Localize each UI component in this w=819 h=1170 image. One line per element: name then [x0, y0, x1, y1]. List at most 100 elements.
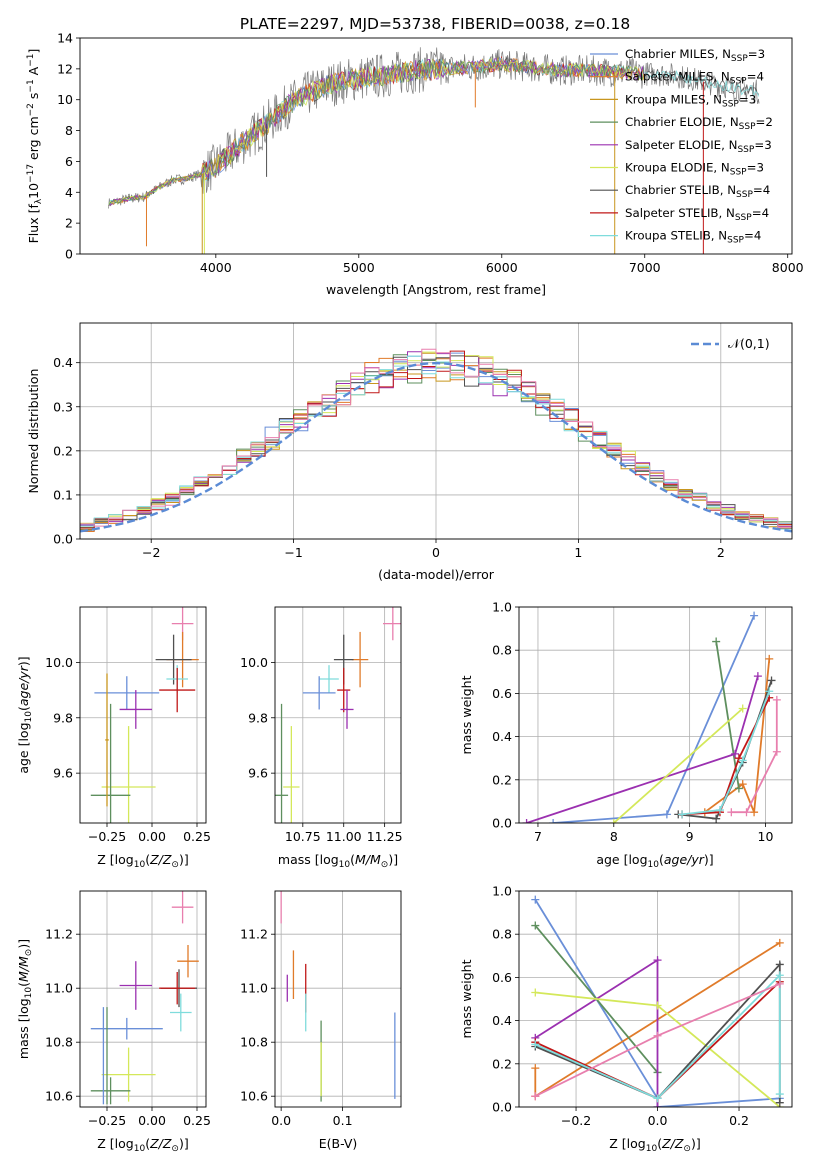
- weight-series-line: [613, 707, 744, 823]
- label-segment: (: [16, 706, 31, 711]
- weight-point-marker: [767, 676, 776, 685]
- label-segment: Z [log: [609, 1136, 645, 1151]
- spectrum-data-line: [108, 47, 760, 209]
- label-segment: SSP: [722, 99, 739, 109]
- axes-weight_vs_Z: −0.2 0.0 0.2 0.0 0.2 0.4 0.6 0.8 1.0 Z [log10(Z/Z…: [459, 884, 793, 1154]
- y-tick-label: 0.3: [53, 399, 73, 414]
- weight-point-marker: [738, 780, 747, 789]
- label-segment: Z/Z: [149, 852, 172, 867]
- label-segment: 10: [134, 1144, 146, 1154]
- weight-point-marker: [715, 806, 724, 815]
- y-tick-label: 1.0: [492, 884, 512, 899]
- weight-point-marker: [609, 819, 618, 823]
- axes-age_vs_Z: −0.25 0.00 0.259.69.810.0Z [log10(Z/Z⊙)]ag…: [16, 606, 211, 870]
- y-tick-label: 9.8: [248, 710, 268, 725]
- x-tick-label: 8: [610, 829, 618, 844]
- y-axis-label: Normed distribution: [26, 369, 41, 494]
- x-tick-label: 8000: [772, 260, 804, 275]
- weight-point-marker: [775, 1098, 784, 1107]
- y-tick-label: 10.0: [240, 655, 268, 670]
- x-tick-label: 0.1: [333, 1113, 353, 1128]
- label-segment: )]: [704, 852, 714, 867]
- weight-point-marker: [765, 654, 774, 663]
- legend-label: Kroupa ELODIE, NSSP=3: [625, 161, 764, 178]
- label-segment: 10: [24, 987, 34, 999]
- legend-label: 𝒩(0,1): [728, 336, 770, 351]
- weight-point-marker: [653, 1094, 662, 1103]
- label-segment: Chabrier ELODIE, N: [625, 115, 739, 129]
- label-segment: ⊙: [171, 860, 179, 870]
- weight-point-marker: [531, 921, 540, 930]
- x-tick-label: 11.00: [326, 829, 362, 844]
- label-segment: (: [350, 852, 355, 867]
- errorbar-point: [171, 891, 194, 924]
- label-segment: Salpeter MILES, N: [625, 70, 730, 84]
- x-axis-label: wavelength [Angstrom, rest frame]: [326, 282, 546, 297]
- weight-point-marker: [772, 747, 781, 756]
- label-segment: age [log: [16, 722, 31, 773]
- axes-age_vs_mass: 10.75 11.00 11.25 9.6 9.8 10.0 mass [log10(M/M…: [240, 606, 403, 870]
- weight-series-line: [704, 658, 771, 813]
- label-segment: =3: [739, 92, 756, 106]
- y-tick-label: 9.6: [53, 766, 73, 781]
- label-segment: )]: [691, 1136, 701, 1151]
- errorbar-point: [90, 1077, 131, 1105]
- weight-point-marker: [662, 810, 671, 819]
- x-axis-label: mass [log10(M/M⊙)]: [278, 852, 398, 870]
- weight-point-marker: [712, 814, 721, 823]
- y-axis-label: mass [log10(M/M⊙)]: [16, 939, 34, 1059]
- legend-label: Salpeter MILES, NSSP=4: [625, 70, 764, 87]
- y-tick-label: 11.0: [45, 981, 73, 996]
- axes-frame: [79, 37, 793, 255]
- errorbar-point: [177, 945, 199, 978]
- x-axis-label: Z [log10(Z/Z⊙)]: [97, 852, 188, 870]
- x-tick-label: −0.25: [88, 829, 126, 844]
- label-segment: 10: [134, 860, 146, 870]
- y-tick-label: 4: [65, 185, 73, 200]
- x-tick-label: 0.0: [648, 1113, 668, 1128]
- weight-point-marker: [775, 960, 784, 969]
- x-tick-label: 5000: [343, 260, 375, 275]
- weight-point-marker: [738, 704, 747, 713]
- y-tick-label: 0.0: [492, 1100, 512, 1115]
- legend-label: Salpeter ELODIE, NSSP=3: [625, 138, 772, 155]
- errorbar-point: [337, 667, 351, 713]
- label-segment: −2: [26, 103, 36, 116]
- x-tick-label: 7: [534, 829, 542, 844]
- label-segment: Flux [f: [26, 204, 41, 244]
- x-tick-label: 0: [432, 545, 440, 560]
- weight-point-marker: [531, 1040, 540, 1049]
- label-segment: Salpeter STELIB, N: [625, 206, 735, 220]
- label-segment: =4: [747, 70, 764, 84]
- y-tick-label: 10.0: [45, 655, 73, 670]
- y-tick-label: 0.4: [492, 1013, 512, 1028]
- label-segment: SSP: [735, 213, 752, 223]
- label-segment: Chabrier MILES, N: [625, 47, 731, 61]
- label-segment: )]: [16, 939, 31, 949]
- label-segment: ⊙: [171, 1144, 179, 1154]
- y-tick-label: 12: [57, 61, 73, 76]
- errorbar-point: [283, 726, 300, 823]
- y-axis-label: Flux [fλ10−17 erg cm−2 s−1 A−1]: [26, 49, 44, 244]
- x-axis-label: age [log10(age/yr)]: [596, 852, 713, 870]
- label-segment: M/M: [16, 956, 31, 982]
- legend-label: Chabrier ELODIE, NSSP=2: [625, 115, 773, 132]
- weight-point-marker: [738, 756, 747, 765]
- label-segment: mass [log: [16, 998, 31, 1059]
- weight-point-marker: [531, 1092, 540, 1101]
- weight-point-marker: [772, 695, 781, 704]
- legend-label: Chabrier STELIB, NSSP=4: [625, 183, 770, 200]
- errorbar-point: [302, 676, 336, 710]
- label-segment: )]: [179, 1136, 189, 1151]
- label-segment: SSP: [730, 168, 747, 178]
- y-tick-label: 2: [65, 216, 73, 231]
- y-tick-label: 6: [65, 154, 73, 169]
- plot-area: [531, 895, 784, 1107]
- x-tick-label: 0.00: [138, 1113, 166, 1128]
- y-tick-label: 9.8: [53, 710, 73, 725]
- errorbar-point: [351, 631, 369, 688]
- label-segment: Kroupa ELODIE, N: [625, 161, 730, 175]
- legend-label: Chabrier MILES, NSSP=3: [625, 47, 765, 64]
